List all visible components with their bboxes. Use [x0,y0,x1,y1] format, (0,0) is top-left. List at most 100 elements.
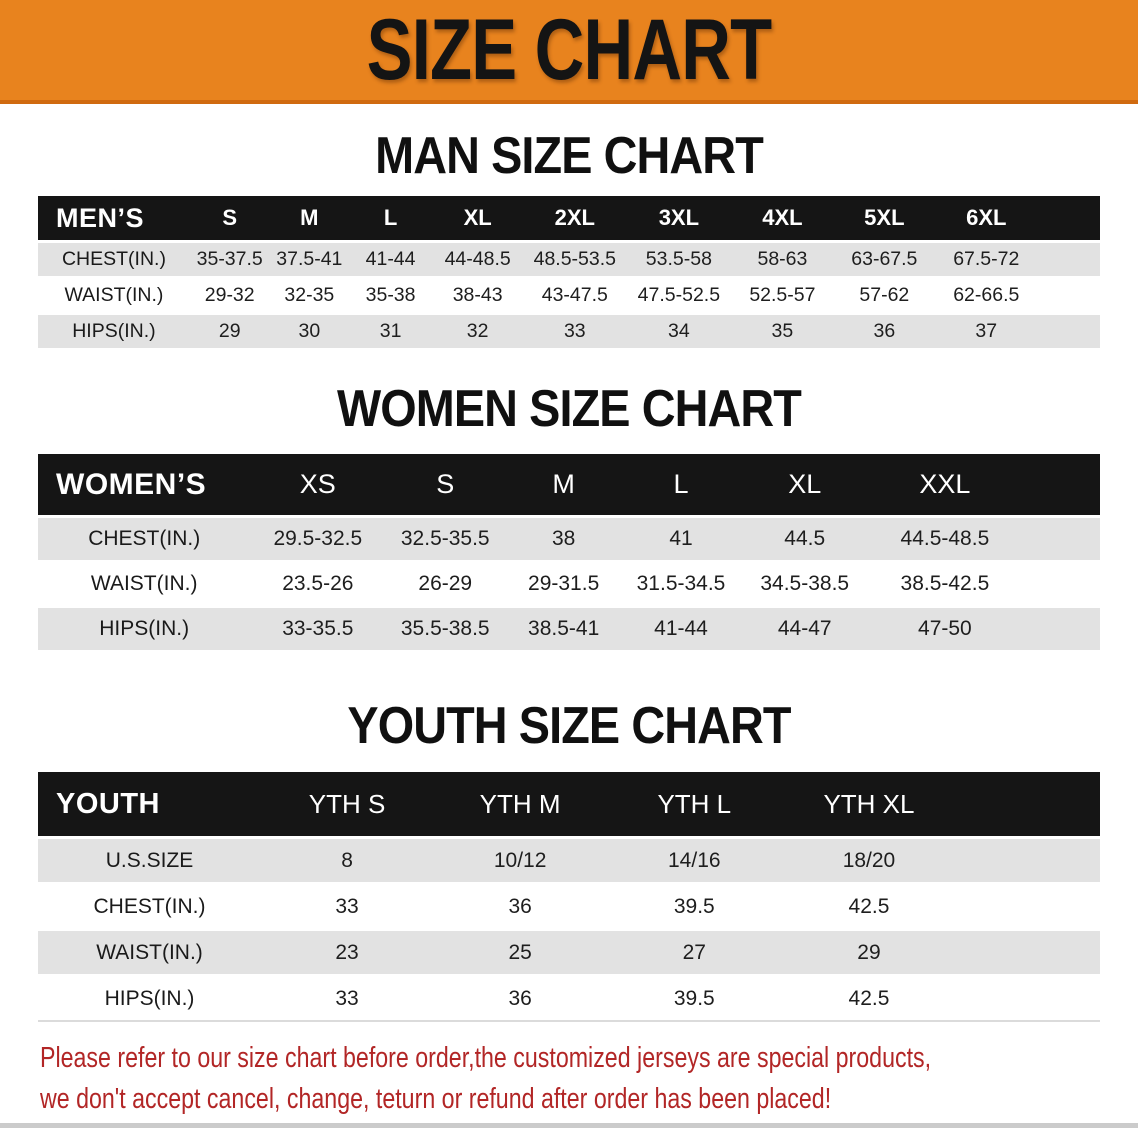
size-column-header: YTH M [433,772,608,839]
man-size-chart-heading: MAN SIZE CHART [375,127,764,185]
size-value: 29-32 [189,277,270,315]
youth-size-section: YOUTH SIZE CHART YOUTH YTH S YTH M YTH L YTH… [0,700,1138,1022]
size-column-header: YTH XL [781,772,957,839]
size-column-header: YTH L [607,772,782,839]
size-value: 41 [622,516,740,563]
size-value: 42.5 [781,883,957,931]
row-label: HIPS(IN.) [38,313,190,351]
measurement-row: CHEST(IN.) 29.5-32.5 32.5-35.5 38 41 44.5 44.5… [38,516,1100,563]
size-value: 44-47 [739,606,870,653]
size-column-header: 6XL [935,196,1038,243]
size-value: 44.5 [739,516,870,563]
size-column-header: XL [739,454,870,518]
banner: SIZE CHART [0,0,1138,104]
spacer-cell [1037,277,1100,315]
mens-size-table: MEN’S S M L XL 2XL 3XL 4XL 5XL 6XL CHEST(IN.) 35-37… [38,196,1100,351]
women-size-chart-heading: WOMEN SIZE CHART [337,380,802,438]
row-label: U.S.SIZE [38,837,262,885]
youth-size-chart-heading: YOUTH SIZE CHART [347,697,791,755]
size-column-header: M [505,454,623,518]
size-value: 62-66.5 [935,277,1038,315]
size-value: 36 [433,975,608,1022]
size-value: 39.5 [607,883,782,931]
disclaimer: Please refer to our size chart before or… [40,1038,1138,1120]
man-size-section: MAN SIZE CHART MEN’S S M L XL 2XL 3XL 4XL 5XL 6XL… [0,130,1138,351]
measurement-row: U.S.SIZE 8 10/12 14/16 18/20 [38,837,1100,885]
measurement-row: WAIST(IN.) 29-32 32-35 35-38 38-43 43-47.5 47.… [38,277,1100,315]
youth-size-table: YOUTH YTH S YTH M YTH L YTH XL U.S.SIZE 8 10/12… [38,772,1100,1022]
spacer-cell [956,837,1100,885]
size-value: 23.5-26 [250,561,386,608]
size-value: 38.5-42.5 [869,561,1021,608]
measurement-row: CHEST(IN.) 35-37.5 37.5-41 41-44 44-48.5 48.5… [38,241,1100,279]
size-value: 38-43 [431,277,524,315]
size-column-header: XS [250,454,386,518]
spacer-cell [1020,561,1100,608]
size-value: 48.5-53.5 [523,241,627,279]
spacer-cell [956,929,1100,977]
size-value: 33 [261,883,434,931]
size-value: 58-63 [731,241,834,279]
size-column-header: S [189,196,270,243]
size-value: 35-38 [349,277,432,315]
size-value: 31.5-34.5 [622,561,740,608]
size-value: 57-62 [833,277,936,315]
measurement-row: CHEST(IN.) 33 36 39.5 42.5 [38,883,1100,931]
size-value: 29-31.5 [505,561,623,608]
measurement-row: HIPS(IN.) 33-35.5 35.5-38.5 38.5-41 41-44 44-… [38,606,1100,653]
size-value: 34 [626,313,732,351]
size-value: 30 [269,313,350,351]
measurement-row: HIPS(IN.) 33 36 39.5 42.5 [38,975,1100,1022]
row-label: WAIST(IN.) [38,561,251,608]
size-value: 52.5-57 [731,277,834,315]
row-label: HIPS(IN.) [38,975,262,1022]
size-value: 26-29 [385,561,506,608]
size-column-header: M [269,196,350,243]
table-title-cell: MEN’S [38,196,190,243]
size-value: 39.5 [607,975,782,1022]
size-value: 44-48.5 [431,241,524,279]
disclaimer-line-1: Please refer to our size chart before or… [40,1042,932,1074]
spacer-cell [956,883,1100,931]
row-label: CHEST(IN.) [38,241,190,279]
size-column-header: L [349,196,432,243]
size-value: 53.5-58 [626,241,732,279]
size-value: 29 [781,929,957,977]
table-header-row: YOUTH YTH S YTH M YTH L YTH XL [38,772,1100,839]
spacer-cell [1020,516,1100,563]
spacer-cell [956,975,1100,1022]
size-value: 33 [523,313,627,351]
size-value: 8 [261,837,434,885]
size-column-header: 3XL [626,196,732,243]
size-value: 29 [189,313,270,351]
size-value: 33-35.5 [250,606,386,653]
row-label: WAIST(IN.) [38,277,190,315]
page-title: SIZE CHART [366,2,773,98]
womens-size-table: WOMEN’S XS S M L XL XXL CHEST(IN.) 29.5-32.5 32.5… [38,454,1100,653]
size-value: 18/20 [781,837,957,885]
table-title-cell: YOUTH [38,772,262,839]
size-value: 41-44 [622,606,740,653]
table-title-cell: WOMEN’S [38,454,251,518]
spacer-cell [1020,606,1100,653]
size-value: 25 [433,929,608,977]
row-label: WAIST(IN.) [38,929,262,977]
size-value: 32-35 [269,277,350,315]
size-column-header: S [385,454,506,518]
size-value: 33 [261,975,434,1022]
size-column-header: 2XL [523,196,627,243]
size-charts: MAN SIZE CHART MEN’S S M L XL 2XL 3XL 4XL 5XL 6XL… [0,130,1138,1022]
size-value: 37.5-41 [269,241,350,279]
size-value: 43-47.5 [523,277,627,315]
size-value: 14/16 [607,837,782,885]
size-value: 47-50 [869,606,1021,653]
measurement-row: WAIST(IN.) 23.5-26 26-29 29-31.5 31.5-34.5 34… [38,561,1100,608]
size-value: 38.5-41 [505,606,623,653]
spacer-cell [956,772,1100,839]
size-value: 42.5 [781,975,957,1022]
spacer-cell [1020,454,1100,518]
size-value: 34.5-38.5 [739,561,870,608]
bottom-edge-line [0,1123,1138,1128]
row-label: CHEST(IN.) [38,883,262,931]
